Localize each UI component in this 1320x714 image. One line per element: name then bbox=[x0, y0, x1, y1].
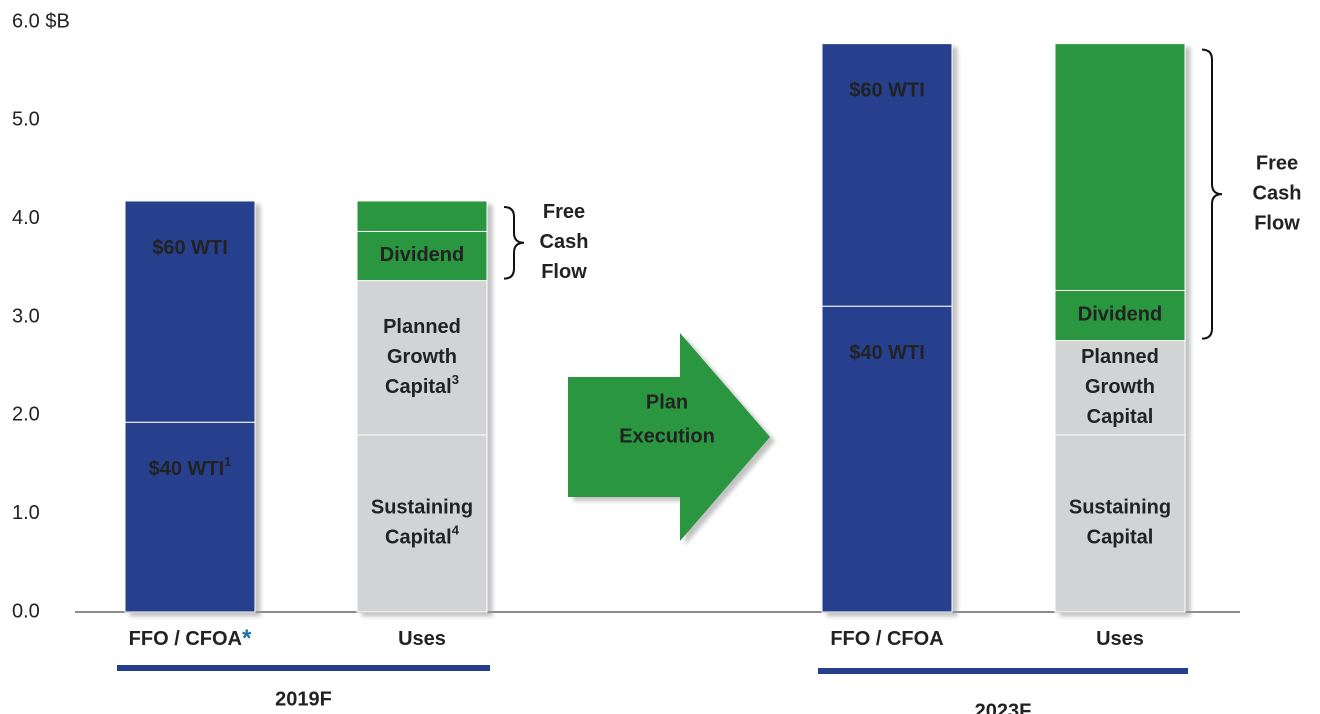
footnote-mark: 3 bbox=[452, 372, 459, 387]
segment-label: Growth bbox=[1085, 376, 1155, 398]
segment-label: $60 WTI bbox=[152, 237, 228, 259]
segment-label-text: Sustaining bbox=[1069, 497, 1171, 519]
x-tick-label-text: FFO / CFOA bbox=[129, 628, 242, 650]
group-label: 2023F bbox=[975, 700, 1032, 714]
segment-label: Capital bbox=[1087, 406, 1154, 428]
y-tick-label: 4.0 bbox=[12, 207, 40, 229]
segment-label-text: $40 WTI bbox=[149, 458, 225, 480]
brace-label: Free bbox=[543, 201, 585, 223]
y-tick-label: 6.0 $B bbox=[12, 10, 70, 32]
x-tick-label: Uses bbox=[398, 628, 446, 650]
segment-label: Sustaining bbox=[371, 497, 473, 519]
segment-label-text: Planned bbox=[1081, 346, 1159, 368]
bar-segment bbox=[821, 305, 953, 613]
y-tick-label: 5.0 bbox=[12, 109, 40, 131]
bar-segment bbox=[356, 280, 488, 436]
bar-segment bbox=[1054, 43, 1186, 291]
segment-label-text: Capital bbox=[1087, 527, 1154, 549]
segment-label-text: Planned bbox=[383, 316, 461, 338]
segment-label: Growth bbox=[387, 346, 457, 368]
x-tick-label: FFO / CFOA* bbox=[129, 625, 252, 652]
bar-stack bbox=[356, 200, 488, 613]
bar-segment bbox=[356, 434, 488, 613]
x-tick-label: FFO / CFOA bbox=[830, 628, 943, 650]
x-tick-label: Uses bbox=[1096, 628, 1144, 650]
brace-label: Free bbox=[1256, 152, 1298, 174]
bar-segment bbox=[821, 43, 953, 307]
brace-label: Cash bbox=[540, 231, 589, 253]
segment-label: Capital4 bbox=[385, 523, 460, 549]
x-tick-label-text: Uses bbox=[1096, 628, 1144, 650]
arrow-label: Execution bbox=[619, 425, 715, 447]
segment-label: Planned bbox=[1081, 346, 1159, 368]
segment-label: Capital bbox=[1087, 527, 1154, 549]
segment-label-text: $40 WTI bbox=[849, 342, 925, 364]
bar-segment bbox=[356, 200, 488, 232]
arrow bbox=[568, 333, 770, 541]
bar-stack bbox=[1054, 43, 1186, 613]
segment-label-text: $60 WTI bbox=[849, 80, 925, 102]
footnote-mark: 4 bbox=[452, 523, 460, 538]
bar-segment bbox=[1054, 340, 1186, 436]
bar-segment bbox=[124, 200, 256, 423]
segment-label: $40 WTI bbox=[849, 342, 925, 364]
segment-label-text: Sustaining bbox=[371, 497, 473, 519]
segment-label: Planned bbox=[383, 316, 461, 338]
segment-label-text: Capital bbox=[385, 376, 452, 398]
bar-stack bbox=[124, 200, 256, 613]
bar-stack bbox=[821, 43, 953, 613]
bar-segment bbox=[1054, 434, 1186, 613]
segment-label-text: Growth bbox=[1085, 376, 1155, 398]
y-tick-label: 2.0 bbox=[12, 404, 40, 426]
brace bbox=[1201, 48, 1223, 340]
y-tick-label: 1.0 bbox=[12, 502, 40, 524]
segment-label: $60 WTI bbox=[849, 80, 925, 102]
brace-label: Flow bbox=[1254, 212, 1300, 234]
segment-label: Sustaining bbox=[1069, 497, 1171, 519]
segment-label-text: Dividend bbox=[380, 244, 464, 266]
segment-label: Capital3 bbox=[385, 372, 459, 398]
bar-segment bbox=[124, 421, 256, 613]
group-label: 2019F bbox=[275, 688, 332, 710]
brace bbox=[503, 205, 525, 280]
brace-label: Cash bbox=[1253, 182, 1302, 204]
segment-label-text: Capital bbox=[1087, 406, 1154, 428]
bar-segment bbox=[1054, 289, 1186, 342]
segment-label-text: $60 WTI bbox=[152, 237, 228, 259]
segment-label-text: Capital bbox=[385, 527, 452, 549]
x-tick-label-text: Uses bbox=[398, 628, 446, 650]
segment-label: Dividend bbox=[1078, 304, 1162, 326]
segment-label: Dividend bbox=[380, 244, 464, 266]
segment-label-text: Dividend bbox=[1078, 304, 1162, 326]
y-tick-label: 0.0 bbox=[12, 600, 40, 622]
x-tick-label-text: FFO / CFOA bbox=[830, 628, 943, 650]
footnote-mark: * bbox=[242, 625, 252, 652]
brace-label: Flow bbox=[541, 261, 587, 283]
segment-label-text: Growth bbox=[387, 346, 457, 368]
arrow-label: Plan bbox=[646, 391, 688, 413]
segment-label: $40 WTI1 bbox=[149, 455, 232, 481]
y-tick-label: 3.0 bbox=[12, 305, 40, 327]
footnote-mark: 1 bbox=[224, 455, 231, 470]
